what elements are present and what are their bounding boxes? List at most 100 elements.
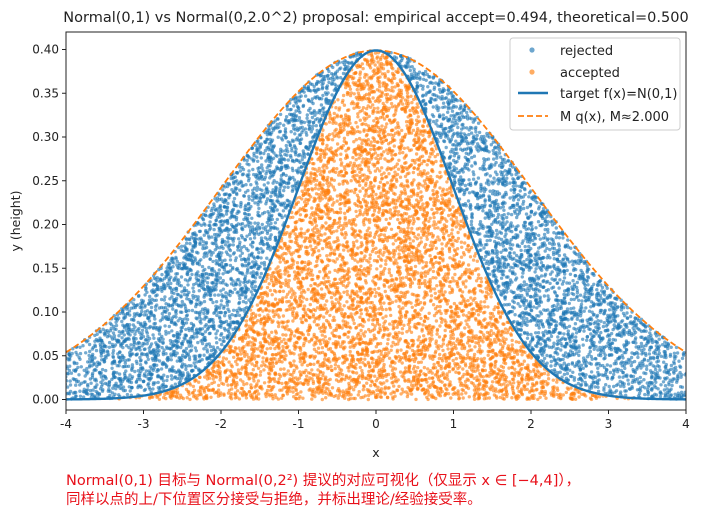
rejected-point: [460, 123, 464, 127]
rejected-point: [467, 141, 472, 145]
rejected-point: [61, 368, 64, 371]
rejected-point: [238, 308, 243, 312]
rejected-point: [202, 311, 206, 316]
rejected-point: [605, 363, 609, 367]
rejected-point: [680, 385, 685, 389]
rejected-point: [199, 301, 204, 305]
rejected-point: [538, 237, 542, 241]
rejected-point: [535, 320, 539, 324]
rejected-point: [142, 379, 146, 383]
rejected-point: [205, 254, 209, 258]
rejected-point: [649, 345, 653, 349]
rejected-point: [98, 387, 103, 391]
rejected-point: [499, 289, 503, 294]
rejected-point: [144, 369, 149, 373]
rejected-point: [604, 383, 608, 387]
rejected-point: [86, 382, 90, 387]
rejected-point: [607, 384, 611, 389]
rejected-point: [494, 150, 498, 155]
rejected-point: [211, 300, 215, 305]
rejected-point: [224, 294, 228, 299]
rejected-point: [672, 377, 676, 381]
rejected-point: [130, 376, 134, 381]
rejected-point: [197, 315, 202, 319]
rejected-point: [598, 340, 602, 344]
rejected-point: [256, 166, 260, 171]
rejected-point: [275, 208, 279, 212]
rejected-point: [670, 383, 674, 388]
rejected-point: [570, 317, 574, 321]
rejected-point: [238, 169, 243, 173]
rejected-point: [196, 297, 200, 301]
rejected-point: [120, 336, 124, 340]
rejected-point: [529, 283, 534, 287]
rejected-point: [508, 223, 513, 227]
rejected-point: [273, 221, 278, 225]
rejected-point: [649, 361, 653, 365]
rejected-point: [146, 357, 150, 362]
rejected-point: [74, 383, 78, 387]
rejected-point: [496, 266, 500, 270]
rejected-point: [473, 162, 478, 166]
rejected-point: [555, 308, 560, 312]
rejected-point: [258, 187, 262, 191]
rejected-point: [607, 308, 612, 312]
rejected-point: [617, 375, 622, 379]
rejected-point: [185, 292, 190, 297]
rejected-point: [394, 56, 399, 60]
rejected-point: [205, 285, 210, 290]
rejected-point: [453, 151, 457, 156]
rejected-point: [213, 208, 217, 212]
rejected-point: [221, 199, 225, 204]
rejected-point: [265, 256, 269, 260]
rejected-point: [595, 297, 599, 301]
rejected-point: [198, 327, 202, 331]
rejected-point: [205, 276, 209, 280]
rejected-point: [495, 192, 500, 197]
rejected-point: [62, 373, 65, 376]
rejected-point: [202, 299, 207, 304]
rejected-point: [119, 383, 123, 387]
rejected-point: [209, 297, 214, 302]
rejected-point: [451, 143, 455, 147]
rejected-point: [465, 162, 470, 167]
rejected-point: [84, 391, 89, 396]
rejected-point: [118, 350, 122, 354]
rejected-point: [503, 160, 508, 165]
rejected-point: [218, 204, 223, 208]
rejected-point: [595, 379, 600, 383]
rejected-point: [459, 104, 463, 108]
rejected-point: [217, 268, 221, 272]
rejected-point: [528, 276, 532, 280]
rejected-point: [118, 376, 123, 381]
rejected-point: [629, 363, 633, 368]
rejected-point: [511, 266, 515, 270]
rejected-point: [662, 349, 666, 354]
rejected-point: [110, 366, 114, 370]
rejected-point: [543, 219, 548, 223]
rejected-point: [645, 367, 649, 371]
rejected-point: [556, 346, 560, 351]
rejected-point: [577, 298, 581, 302]
rejected-point: [542, 294, 547, 298]
rejected-point: [147, 298, 152, 302]
rejected-point: [623, 374, 627, 378]
rejected-point: [82, 380, 86, 384]
rejected-point: [174, 302, 179, 306]
rejected-point: [233, 287, 237, 291]
rejected-point: [297, 95, 302, 99]
rejected-point: [335, 62, 339, 67]
rejected-point: [151, 387, 155, 391]
rejected-point: [187, 357, 192, 362]
rejected-point: [90, 364, 94, 368]
rejected-point: [674, 345, 679, 350]
rejected-point: [309, 130, 313, 134]
rejected-point: [450, 120, 454, 124]
rejected-point: [668, 354, 672, 358]
rejected-point: [540, 222, 545, 227]
rejected-point: [633, 380, 637, 384]
rejected-point: [477, 130, 482, 135]
rejected-point: [220, 264, 224, 269]
rejected-point: [485, 239, 489, 243]
rejected-point: [559, 331, 563, 335]
